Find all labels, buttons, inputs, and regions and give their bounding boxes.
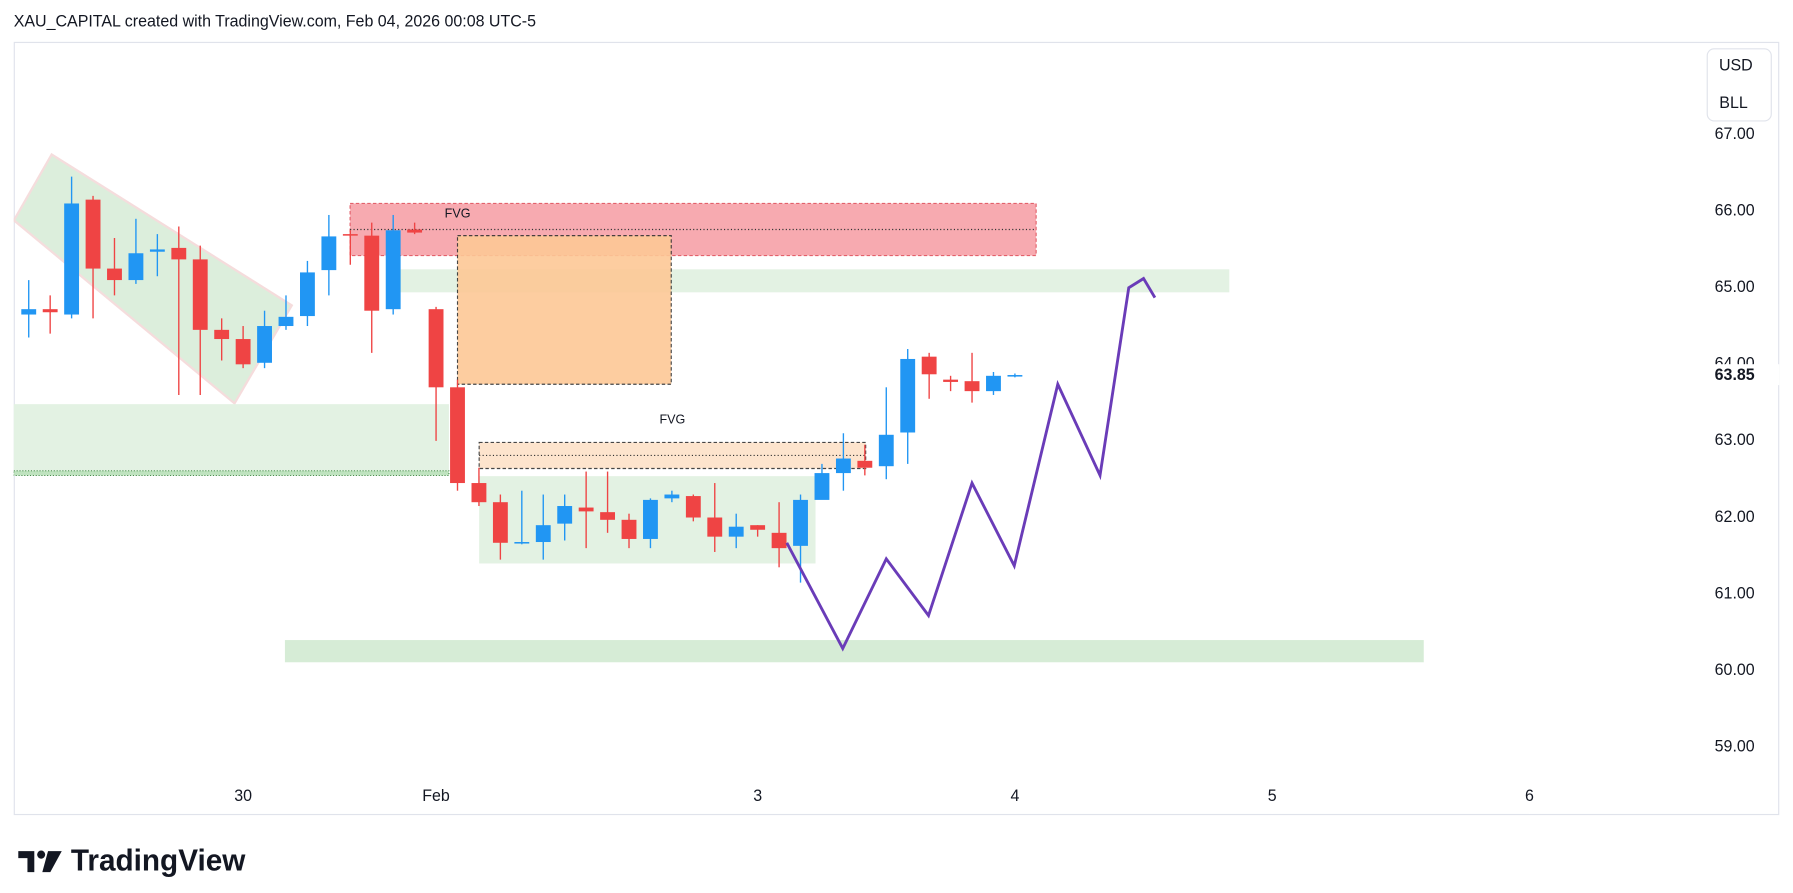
candle-body: [278, 316, 294, 327]
y-tick-label: 63.00: [1715, 431, 1755, 449]
candle-body: [471, 483, 487, 503]
candle-body: [621, 519, 637, 539]
x-tick-label: 5: [1268, 787, 1277, 805]
zone: [13, 404, 449, 471]
candle-body: [728, 526, 744, 537]
candle-body: [900, 358, 916, 433]
last-price-bg: [1696, 364, 1780, 386]
candle-body: [85, 199, 101, 269]
candle-body: [128, 253, 144, 281]
candle-body: [107, 268, 122, 281]
zone-label: FVG: [445, 206, 471, 220]
zone: [478, 441, 867, 470]
y-tick-label: 61.00: [1715, 584, 1755, 602]
candle-body: [149, 249, 165, 252]
candle-body: [428, 309, 444, 388]
candle-body: [21, 309, 37, 315]
candle-body: [707, 517, 723, 537]
last-price: 63.85: [1715, 366, 1755, 384]
candle-body: [492, 502, 508, 543]
x-tick-label: 4: [1010, 787, 1019, 805]
unit: BLL: [1719, 94, 1747, 112]
zone-label: FVG: [660, 413, 686, 427]
candle-body: [793, 499, 808, 546]
zone-level: [13, 470, 450, 476]
currency: USD: [1719, 56, 1753, 74]
y-tick-label: 66.00: [1715, 201, 1755, 219]
candle-body: [921, 356, 937, 375]
y-tick-label: 65.00: [1715, 278, 1755, 296]
y-tick-label: 59.00: [1715, 737, 1755, 755]
candle-body: [64, 203, 80, 315]
projection: [785, 276, 1157, 652]
candle-body: [235, 339, 251, 365]
candle-body: [964, 381, 980, 392]
candle-body: [578, 507, 594, 512]
zone: [456, 235, 672, 385]
candle-body: [342, 234, 358, 236]
candle-body: [771, 532, 787, 549]
candle-body: [986, 375, 1001, 392]
plot-area: FVG FVG: [13, 152, 1424, 663]
candle-body: [299, 272, 315, 317]
candle-body: [407, 229, 423, 233]
candle-body: [664, 494, 680, 499]
candle-body: [835, 458, 851, 474]
logo-icon: [18, 850, 62, 873]
candle-body: [557, 506, 573, 524]
y-tick-label: 60.00: [1715, 661, 1755, 679]
y-tick-label: 67.00: [1715, 125, 1755, 143]
unit-box: [1706, 48, 1772, 122]
candle-body: [814, 473, 830, 500]
channel: [13, 152, 294, 406]
zone: [284, 640, 1424, 663]
x-tick-label: 6: [1525, 787, 1534, 805]
x-tick-label: 3: [753, 787, 762, 805]
candle-body: [257, 326, 272, 363]
candle-body: [685, 496, 701, 518]
x-tick-label: 30: [234, 787, 252, 805]
candle-body: [171, 247, 187, 260]
candle-body: [643, 499, 658, 539]
candle-body: [192, 259, 208, 330]
candle-body: [857, 460, 873, 468]
header: XAU_CAPITAL created with TradingView.com…: [14, 12, 536, 30]
y-tick-label: 62.00: [1715, 508, 1755, 526]
candle-body: [600, 512, 616, 520]
price-axis: 59.0060.0061.0062.0063.0064.0065.0066.00…: [234, 125, 1780, 814]
x-tick-label: Feb: [422, 787, 450, 805]
candle-body: [42, 309, 58, 313]
candle-body: [750, 525, 766, 530]
logo: TradingView: [71, 845, 246, 878]
candle-body: [385, 230, 401, 310]
candle-body: [535, 525, 551, 543]
candle-body: [878, 434, 894, 467]
candle-body: [364, 235, 380, 311]
candle-body: [943, 379, 959, 382]
candle-body: [450, 387, 465, 484]
candle-body: [514, 542, 530, 544]
candle-body: [214, 329, 230, 340]
candle-body: [321, 236, 337, 271]
